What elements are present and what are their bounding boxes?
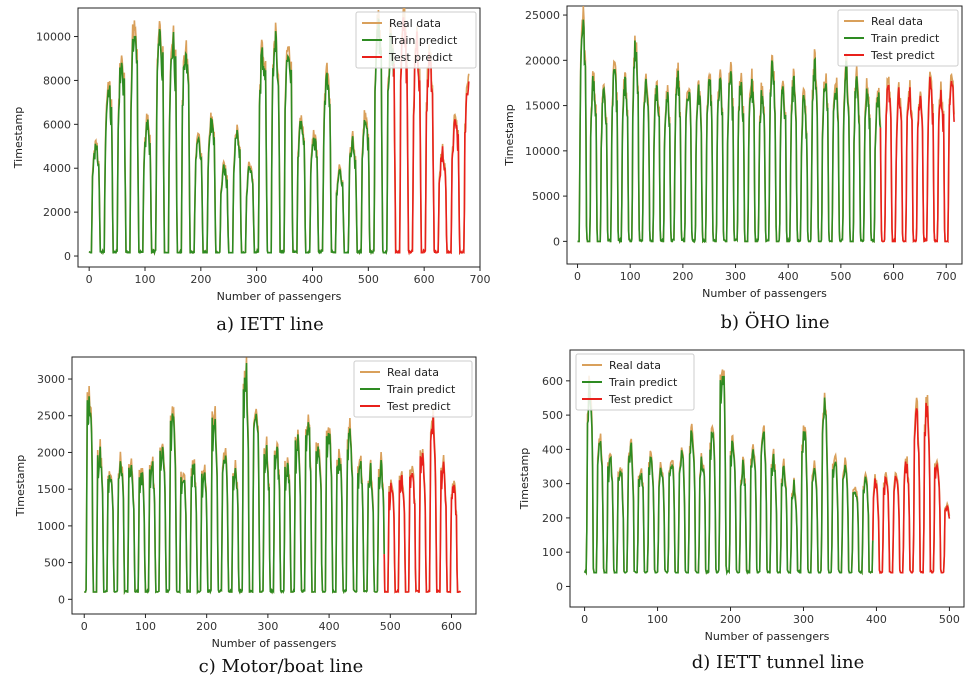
y-tick-label: 0 <box>556 580 563 593</box>
x-tick-label: 500 <box>830 270 851 283</box>
x-axis-label: Number of passengers <box>702 287 827 300</box>
y-tick-label: 4000 <box>43 162 71 175</box>
legend-entry: Test predict <box>608 393 673 406</box>
y-tick-label: 600 <box>542 375 563 388</box>
legend-entry: Real data <box>389 17 441 30</box>
legend-entry: Real data <box>387 366 439 379</box>
y-tick-label: 1000 <box>37 520 65 533</box>
y-tick-label: 200 <box>542 512 563 525</box>
x-tick-label: 200 <box>672 270 693 283</box>
y-tick-label: 2500 <box>37 410 65 423</box>
legend-entry: Train predict <box>386 383 456 396</box>
y-tick-label: 100 <box>542 546 563 559</box>
y-tick-label: 1500 <box>37 483 65 496</box>
x-tick-label: 200 <box>190 273 211 286</box>
x-tick-label: 500 <box>358 273 379 286</box>
legend-entry: Train predict <box>388 34 458 47</box>
x-tick-label: 300 <box>725 270 746 283</box>
x-tick-label: 600 <box>441 620 462 633</box>
x-tick-label: 300 <box>257 620 278 633</box>
y-tick-label: 0 <box>553 235 560 248</box>
legend: Real data Train predict Test predict <box>837 9 959 67</box>
x-tick-label: 100 <box>620 270 641 283</box>
x-tick-label: 400 <box>778 270 799 283</box>
y-tick-label: 500 <box>44 557 65 570</box>
chart-panel-1: 0 100 200 300 400 500 600 700 0 5000 10000 15000 200… <box>503 5 963 333</box>
y-tick-label: 25000 <box>525 9 560 22</box>
x-tick-label: 600 <box>883 270 904 283</box>
legend-entry: Real data <box>871 15 923 28</box>
legend: Real data Train predict Test predict <box>575 353 695 411</box>
x-tick-label: 0 <box>81 620 88 633</box>
x-tick-label: 200 <box>720 613 741 626</box>
x-tick-label: 500 <box>939 613 960 626</box>
legend-entry: Train predict <box>608 376 678 389</box>
series-test-predict <box>383 414 462 594</box>
panel-caption: c) Motor/boat line <box>199 656 364 677</box>
y-tick-label: 2000 <box>43 206 71 219</box>
series-train-predict <box>583 375 874 576</box>
legend-entry: Test predict <box>870 49 935 62</box>
y-tick-label: 500 <box>542 409 563 422</box>
y-tick-label: 20000 <box>525 54 560 67</box>
x-axis-label: Number of passengers <box>217 290 342 303</box>
y-tick-label: 0 <box>64 250 71 263</box>
series-test-predict <box>879 76 955 244</box>
x-tick-label: 700 <box>936 270 957 283</box>
legend-box <box>353 360 473 418</box>
x-tick-label: 600 <box>414 273 435 286</box>
legend: Real data Train predict Test predict <box>353 360 473 418</box>
x-tick-label: 300 <box>793 613 814 626</box>
y-tick-label: 400 <box>542 443 563 456</box>
legend-entry: Test predict <box>388 51 453 64</box>
x-tick-label: 100 <box>135 273 156 286</box>
y-tick-label: 10000 <box>525 145 560 158</box>
x-tick-label: 400 <box>319 620 340 633</box>
y-axis-label: Timestamp <box>503 104 516 166</box>
series-test-predict <box>872 402 951 575</box>
y-tick-label: 3000 <box>37 373 65 386</box>
x-tick-label: 400 <box>866 613 887 626</box>
series-train-predict <box>577 19 882 245</box>
panel-caption: a) IETT line <box>216 314 324 335</box>
legend-entry: Real data <box>609 359 661 372</box>
panel-caption: b) ÖHO line <box>721 310 830 333</box>
legend: Real data Train predict Test predict <box>355 11 477 69</box>
y-axis-label: Timestamp <box>14 455 27 517</box>
chart-panel-0: 0 100 200 300 400 500 600 700 0 2000 4000 6000 8000 1… <box>12 7 491 335</box>
y-tick-label: 0 <box>58 593 65 606</box>
x-tick-label: 0 <box>86 273 93 286</box>
x-tick-label: 700 <box>470 273 491 286</box>
legend-box <box>355 11 477 69</box>
panel-caption: d) IETT tunnel line <box>692 652 865 673</box>
y-tick-label: 8000 <box>43 74 71 87</box>
series-train-predict <box>88 17 395 256</box>
chart-panel-3: 0 100 200 300 400 500 0 100 200 300 400 500 600 Numbe… <box>518 349 965 673</box>
y-axis-label: Timestamp <box>518 448 531 510</box>
y-tick-label: 5000 <box>532 190 560 203</box>
legend-entry: Train predict <box>870 32 940 45</box>
x-tick-label: 500 <box>380 620 401 633</box>
x-tick-label: 400 <box>302 273 323 286</box>
x-tick-label: 200 <box>196 620 217 633</box>
y-tick-label: 300 <box>542 478 563 491</box>
y-tick-label: 2000 <box>37 446 65 459</box>
y-tick-label: 6000 <box>43 118 71 131</box>
x-tick-label: 100 <box>135 620 156 633</box>
legend-box <box>837 9 959 67</box>
y-tick-label: 10000 <box>36 31 71 44</box>
x-axis-label: Number of passengers <box>212 637 337 650</box>
y-axis-label: Timestamp <box>12 107 25 169</box>
x-tick-label: 300 <box>246 273 267 286</box>
x-axis-label: Number of passengers <box>705 630 830 643</box>
x-tick-label: 100 <box>647 613 668 626</box>
series-train-predict <box>84 362 385 595</box>
chart-panel-2: 0 100 200 300 400 500 600 0 500 1000 1500 2000 2500 3… <box>14 356 477 677</box>
x-tick-label: 0 <box>574 270 581 283</box>
legend-box <box>575 353 695 411</box>
legend-entry: Test predict <box>386 400 451 413</box>
y-tick-label: 15000 <box>525 100 560 113</box>
x-tick-label: 0 <box>581 613 588 626</box>
